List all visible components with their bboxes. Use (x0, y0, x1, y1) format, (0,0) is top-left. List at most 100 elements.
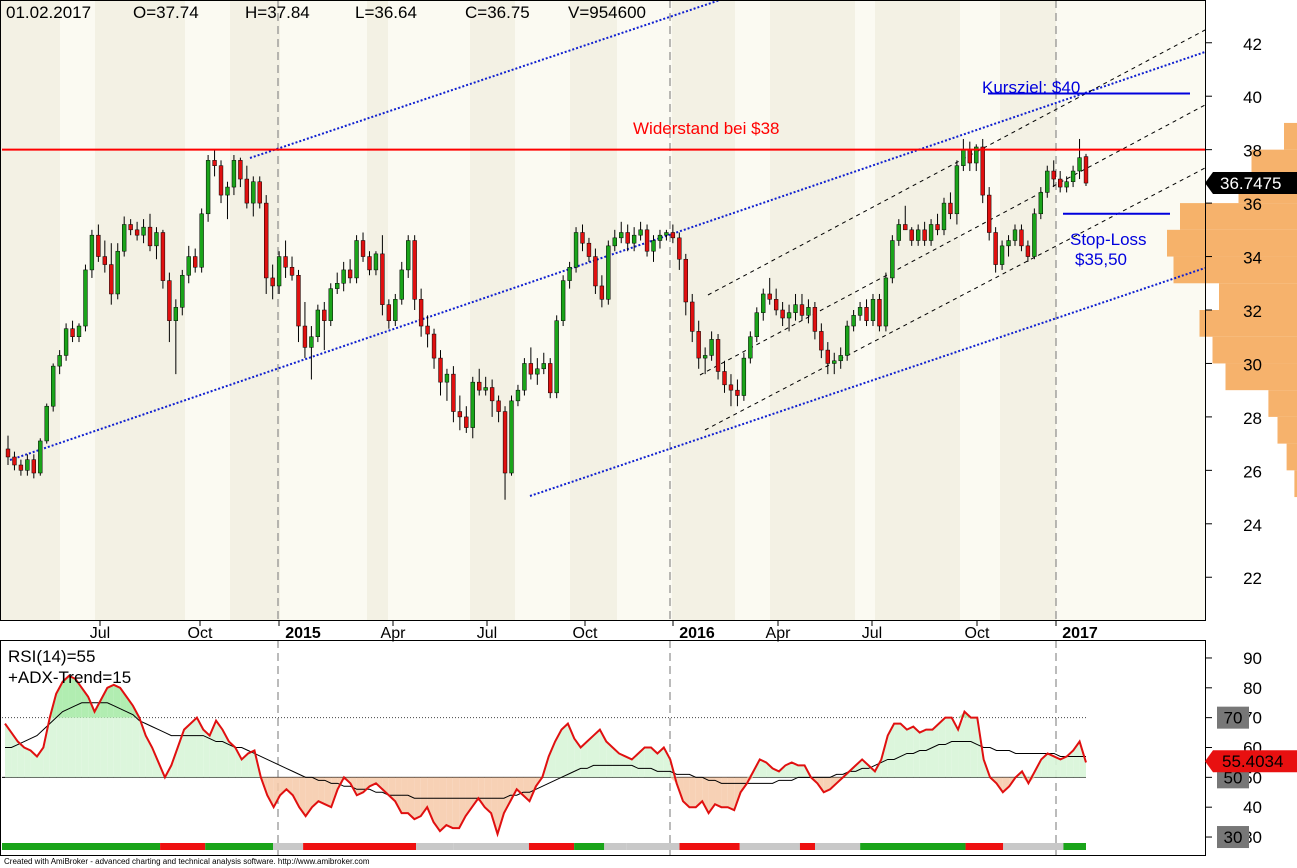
rsi-bull-fill (778, 765, 786, 778)
rsi-last-value-label: 55.4034 (1222, 752, 1283, 771)
rsi-bear-fill (363, 777, 370, 793)
candle-body (890, 240, 895, 279)
price-y-tick-label: 38 (1243, 142, 1262, 161)
rsi-bull-fill (651, 747, 658, 778)
candle-body (677, 237, 682, 260)
header-low: L=36.64 (355, 3, 417, 22)
rsi-bull-fill (190, 717, 197, 778)
rsi-overbought-fill (113, 684, 121, 718)
trend-bar-segment (1003, 843, 1064, 850)
candle-body (483, 387, 488, 391)
rsi-bull-fill (887, 723, 895, 778)
volume-profile-bar (1294, 470, 1297, 498)
rsi-level-box-label: 50 (1224, 768, 1243, 787)
trend-bar-segment (528, 843, 575, 850)
candle-body (883, 277, 889, 327)
candle-body (941, 202, 947, 231)
rsi-bull-fill (100, 717, 108, 778)
rsi-bear-fill (465, 777, 472, 817)
candle-body (915, 229, 921, 241)
month-band (1000, 0, 1056, 620)
candle-body (535, 368, 540, 375)
candle-body (541, 363, 546, 370)
rsi-bull-fill (657, 747, 664, 778)
x-tick-label: 2016 (679, 625, 715, 642)
rsi-overbought-fill (75, 678, 82, 718)
candle-body (386, 304, 392, 321)
rsi-bull-fill (555, 729, 562, 778)
rsi-bear-fill (273, 777, 281, 808)
x-tick-label: Oct (965, 625, 990, 642)
candle-body (283, 256, 288, 268)
rsi-bear-fill (267, 777, 274, 808)
volume-profile-bar (1167, 229, 1297, 257)
candle-body (193, 256, 198, 268)
last-price-label: 36.7475 (1220, 174, 1281, 193)
candle-body (864, 307, 869, 321)
rsi-bull-fill (113, 717, 121, 778)
trend-bar-segment (453, 843, 529, 850)
rsi-bull-fill (791, 762, 799, 778)
candle-body (496, 400, 501, 412)
candle-body (838, 355, 843, 362)
rsi-bear-fill (446, 777, 453, 829)
candle-body (257, 181, 262, 204)
header-open: O=37.74 (133, 3, 199, 22)
rsi-bull-fill (241, 753, 249, 778)
candle-body (173, 307, 179, 321)
candle-body (289, 266, 295, 276)
rsi-bull-fill (906, 726, 914, 778)
candle-body (464, 416, 469, 428)
rsi-bull-fill (216, 720, 223, 778)
rsi-bull-fill (561, 723, 568, 778)
rsi-y-tick-label: 90 (1243, 649, 1262, 668)
volume-profile-bar (1219, 283, 1297, 310)
rsi-bull-fill (177, 729, 185, 778)
adx-line (5, 702, 1086, 799)
header-close: C=36.75 (465, 3, 530, 22)
candlesticks (5, 138, 1089, 500)
candle-body (954, 165, 960, 215)
trend-bar-segment (574, 843, 605, 850)
candle-body (870, 299, 876, 321)
rsi-bull-fill (612, 747, 620, 778)
year-separators (277, 0, 1057, 855)
rsi-bull-fill (945, 717, 952, 778)
candle-body (806, 307, 811, 316)
rsi-bear-fill (689, 777, 696, 808)
rsi-level-box (1217, 706, 1249, 729)
candle-body (1058, 178, 1063, 188)
month-band (230, 0, 280, 620)
candle-body (741, 357, 747, 396)
rsi-bull-fill (88, 717, 95, 778)
rsi-bull-fill (30, 750, 37, 778)
rsi-bear-fill (420, 777, 428, 817)
month-band (960, 0, 1000, 620)
price-y-tick-label: 42 (1243, 35, 1262, 54)
rsi-bull-fill (68, 717, 76, 778)
rsi-bear-fill (497, 777, 504, 835)
trend-bar-segment (205, 843, 273, 850)
candle-body (154, 232, 159, 247)
candle-body (773, 299, 779, 311)
candle-body (586, 242, 592, 257)
price-y-tick-label: 24 (1243, 516, 1262, 535)
candle-body (399, 269, 404, 300)
rsi-level-box-label: 70 (1224, 709, 1243, 728)
rsi-level-box (1217, 826, 1249, 849)
price-y-tick-label: 30 (1243, 355, 1262, 374)
x-tick-label: Oct (188, 625, 213, 642)
candle-body (128, 224, 133, 231)
candle-body (244, 178, 250, 204)
rsi-bull-fill (203, 729, 210, 778)
candle-body (683, 258, 688, 303)
rsi-bear-fill (292, 777, 300, 808)
rsi-bull-fill (759, 759, 767, 778)
candle-body (309, 336, 314, 348)
candle-body (1019, 229, 1024, 247)
inner-channel-lower (704, 167, 1206, 431)
candle-body (599, 285, 605, 300)
price-y-tick-label: 28 (1243, 409, 1262, 428)
candle-body (231, 160, 237, 188)
